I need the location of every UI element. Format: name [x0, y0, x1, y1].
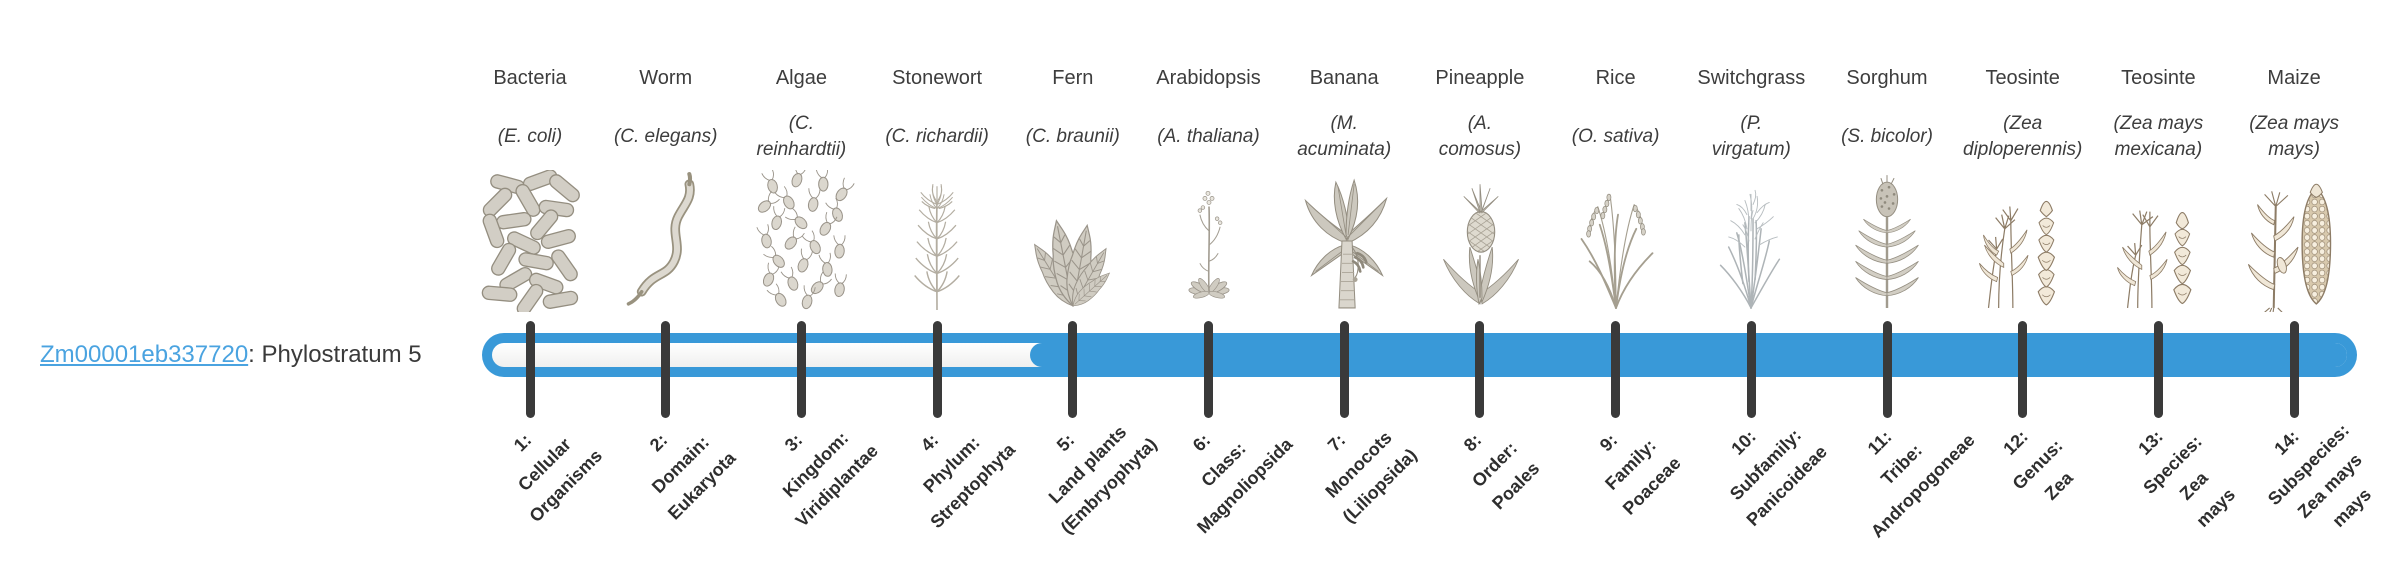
organism-illustration — [1561, 170, 1671, 312]
bacteria-icon — [475, 170, 585, 312]
timeline-tick — [2289, 321, 2299, 418]
timeline-bar — [482, 333, 2357, 377]
timeline-tick — [2153, 321, 2163, 418]
fern-icon — [1018, 170, 1128, 312]
worm-icon — [611, 170, 721, 312]
organism-species: (Zea diploperennis) — [1963, 113, 2083, 160]
organism-species: (C. braunii) — [1025, 126, 1120, 148]
organism-illustration — [2103, 170, 2213, 312]
timeline-tick — [1475, 321, 1485, 418]
organism-name: Banana — [1309, 67, 1379, 89]
organism-illustration — [2239, 170, 2349, 312]
organism-species: (M. acuminata) — [1297, 113, 1392, 160]
rice-icon — [1561, 170, 1671, 312]
organism-name: Switchgrass — [1697, 67, 1806, 89]
gene-stratum-text: : Phylostratum 5 — [248, 341, 422, 368]
timeline-tick — [1611, 321, 1621, 418]
stratum-label: 8: Order: Poales — [1459, 429, 1544, 514]
organism-illustration — [1696, 170, 1806, 312]
stratum-label: 13: Species: Zea mays — [2134, 426, 2240, 531]
switchgrass-icon — [1720, 189, 1781, 309]
organism-name: Bacteria — [493, 67, 567, 89]
stratum-label: 1: Cellular Organisms — [509, 429, 607, 527]
timeline-tick — [525, 321, 535, 418]
organism-name: Rice — [1595, 67, 1636, 89]
timeline-tick — [1339, 321, 1349, 418]
organism-illustration — [1018, 170, 1128, 312]
teosinte-mexicana-icon — [2103, 170, 2213, 312]
organism-species: (A. thaliana) — [1157, 126, 1260, 148]
stratum-label: 6: Class: Magnoliopsida — [1188, 429, 1296, 538]
organism-name: Teosinte — [1985, 67, 2060, 89]
organism-species: (E. coli) — [497, 126, 563, 148]
timeline-tick — [1204, 321, 1213, 418]
organism-species: (C. reinhardtii) — [756, 113, 847, 160]
organism-illustration — [1425, 170, 1535, 312]
timeline-tick — [2018, 321, 2028, 418]
organism-illustration — [1832, 170, 1942, 312]
algae-icon — [746, 170, 856, 312]
stratum-label: 2: Domain: Eukaryota — [645, 429, 740, 524]
stratum-label: 5: Land plants (Embryophyta) — [1044, 421, 1161, 538]
organism-illustration — [746, 170, 856, 312]
organism-species: (C. elegans) — [613, 126, 718, 148]
organism-name: Sorghum — [1846, 67, 1928, 89]
organism-illustration — [611, 170, 721, 312]
organism-name: Worm — [639, 67, 693, 89]
organism-species: (S. bicolor) — [1841, 126, 1933, 148]
stratum-label: 11: Tribe: Andropogoneae — [1863, 426, 1979, 542]
stratum-label: 14: Subspecies: Zea mays mays — [2263, 419, 2375, 531]
pineapple-icon — [1425, 170, 1535, 312]
stratum-label: 7: Monocots (Liliopsida) — [1321, 427, 1422, 527]
timeline-tick — [796, 321, 806, 418]
gene-label: Zm00001eb337720: Phylostratum 5 — [40, 341, 422, 369]
timeline-tick — [661, 321, 671, 418]
maize-icon — [2247, 183, 2332, 312]
banana-icon — [1304, 178, 1389, 310]
organism-species: (Zea mays mexicana) — [2113, 113, 2204, 160]
timeline-tick — [1882, 321, 1892, 418]
stratum-label: 12: Genus: Zea — [1999, 426, 2077, 504]
organism-illustration — [1968, 170, 2078, 312]
timeline-tick — [1068, 321, 1078, 418]
organism-name: Teosinte — [2121, 67, 2196, 89]
timeline-tick — [932, 321, 942, 418]
teosinte-diploperennis-icon — [1968, 170, 2078, 312]
organism-species: (O. sativa) — [1571, 126, 1660, 148]
organism-species: (A. comosus) — [1438, 113, 1522, 160]
organism-name: Stonewort — [892, 67, 983, 89]
organism-name: Maize — [2267, 67, 2321, 89]
organism-species: (C. richardii) — [885, 126, 989, 148]
organism-species: (P. virgatum) — [1711, 113, 1791, 160]
organism-illustration — [475, 170, 585, 312]
timeline-filled-segment — [1030, 343, 2347, 367]
organism-illustration — [882, 170, 992, 312]
organism-name: Fern — [1052, 67, 1094, 89]
stratum-label: 10: Subfamily: Panicoideae — [1725, 424, 1832, 531]
timeline-tick — [1746, 321, 1756, 418]
sorghum-icon — [1832, 170, 1942, 312]
stratum-label: 9: Family: Poaceae — [1595, 429, 1685, 519]
organism-illustration — [1289, 170, 1399, 312]
stratum-label: 3: Kingdom: Viridiplantae — [778, 427, 883, 532]
arabidopsis-icon — [1154, 170, 1264, 312]
organism-illustration — [1154, 170, 1264, 312]
gene-link[interactable]: Zm00001eb337720 — [40, 341, 249, 368]
stratum-label: 4: Phylum: Streptophyta — [916, 429, 1020, 533]
organism-name: Arabidopsis — [1156, 67, 1261, 89]
organism-name: Algae — [775, 67, 827, 89]
organism-name: Pineapple — [1435, 67, 1525, 89]
organism-species: (Zea mays mays) — [2249, 113, 2339, 160]
stonewort-icon — [882, 170, 992, 312]
